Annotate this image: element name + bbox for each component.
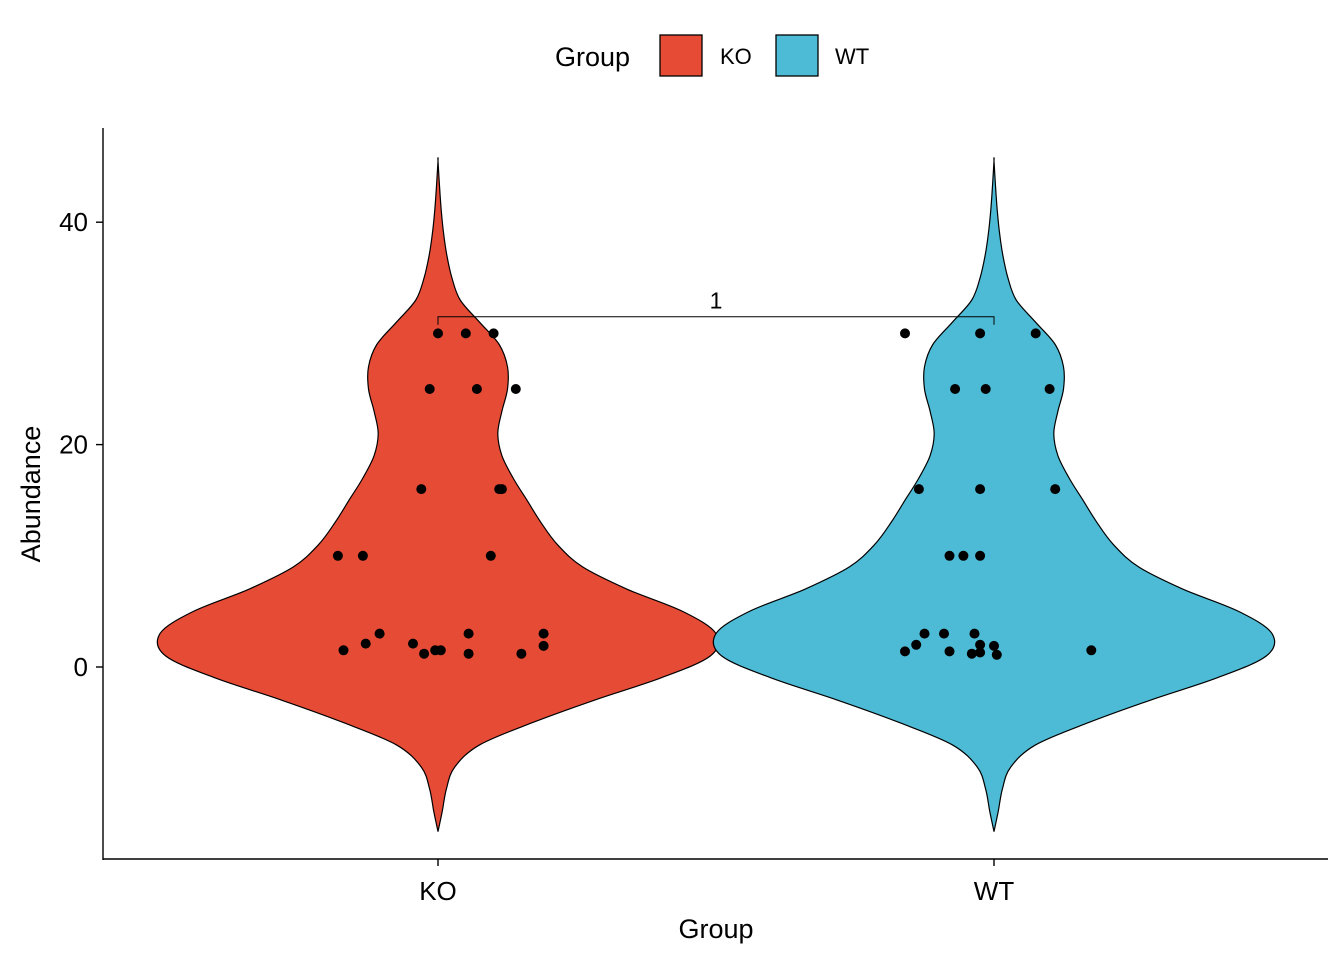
data-point-ko <box>538 640 549 651</box>
data-point-wt <box>900 328 910 339</box>
data-point-ko <box>485 550 496 561</box>
violins <box>156 156 1276 832</box>
data-point-wt <box>1050 484 1061 495</box>
data-point-wt <box>944 646 955 657</box>
y-tick-label: 40 <box>59 207 88 237</box>
data-point-ko <box>471 384 482 394</box>
data-point-ko <box>357 550 368 561</box>
data-point-ko <box>488 328 499 339</box>
legend-swatch-ko <box>659 34 703 77</box>
x-axis-title: Group <box>678 914 753 944</box>
data-point-ko <box>510 384 521 394</box>
data-point-ko <box>460 328 471 339</box>
legend-title: Group <box>555 42 630 72</box>
data-point-ko <box>435 645 446 656</box>
data-point-wt <box>975 550 986 561</box>
data-point-ko <box>332 550 343 561</box>
data-points <box>332 328 1097 660</box>
legend-swatch-wt <box>775 34 819 77</box>
x-ticks: KO WT <box>419 859 1014 906</box>
legend: Group KO WT <box>555 34 869 77</box>
data-point-ko <box>538 628 549 639</box>
data-point-ko <box>424 384 435 394</box>
legend-label-ko: KO <box>720 44 752 69</box>
data-point-wt <box>944 550 955 561</box>
violin-wt <box>712 156 1276 832</box>
data-point-wt <box>939 628 949 639</box>
data-point-wt <box>950 384 961 394</box>
x-axis: KO WT <box>103 858 1328 906</box>
data-point-wt <box>989 640 999 651</box>
data-point-wt <box>913 484 924 495</box>
data-point-wt <box>975 647 986 658</box>
data-point-wt <box>919 628 930 639</box>
x-tick-label: WT <box>974 876 1015 906</box>
violin-ko <box>156 156 720 832</box>
data-point-wt <box>900 646 910 657</box>
data-point-wt <box>969 628 980 639</box>
data-point-wt <box>975 484 986 495</box>
data-point-ko <box>496 484 507 495</box>
data-point-wt <box>975 639 986 650</box>
data-point-wt <box>958 550 969 561</box>
data-point-wt <box>1044 384 1055 394</box>
data-point-wt <box>980 384 991 394</box>
data-point-ko <box>419 648 430 659</box>
y-tick-label: 20 <box>59 430 88 460</box>
data-point-ko <box>416 484 427 495</box>
data-point-wt <box>966 648 977 659</box>
y-axis-title: Abundance <box>16 426 46 563</box>
data-point-ko <box>463 628 474 639</box>
data-point-ko <box>463 648 474 659</box>
bracket-line <box>437 316 995 325</box>
data-point-ko <box>338 645 349 656</box>
bracket-label: 1 <box>710 288 723 314</box>
data-point-ko <box>516 648 527 659</box>
data-point-wt <box>911 639 922 650</box>
x-tick-label: KO <box>419 876 457 906</box>
data-point-ko <box>433 328 443 339</box>
legend-label-wt: WT <box>835 44 869 69</box>
significance-bracket: 1 <box>437 288 995 325</box>
y-axis: 0 20 40 <box>59 128 104 860</box>
data-point-ko <box>374 628 385 639</box>
y-ticks: 0 20 40 <box>59 207 103 682</box>
data-point-ko <box>360 638 371 649</box>
data-point-wt <box>1086 645 1097 656</box>
data-point-wt <box>1030 328 1041 339</box>
data-point-wt <box>975 328 986 339</box>
data-point-ko <box>408 638 418 649</box>
y-tick-label: 0 <box>74 652 88 682</box>
data-point-wt <box>991 649 1002 660</box>
